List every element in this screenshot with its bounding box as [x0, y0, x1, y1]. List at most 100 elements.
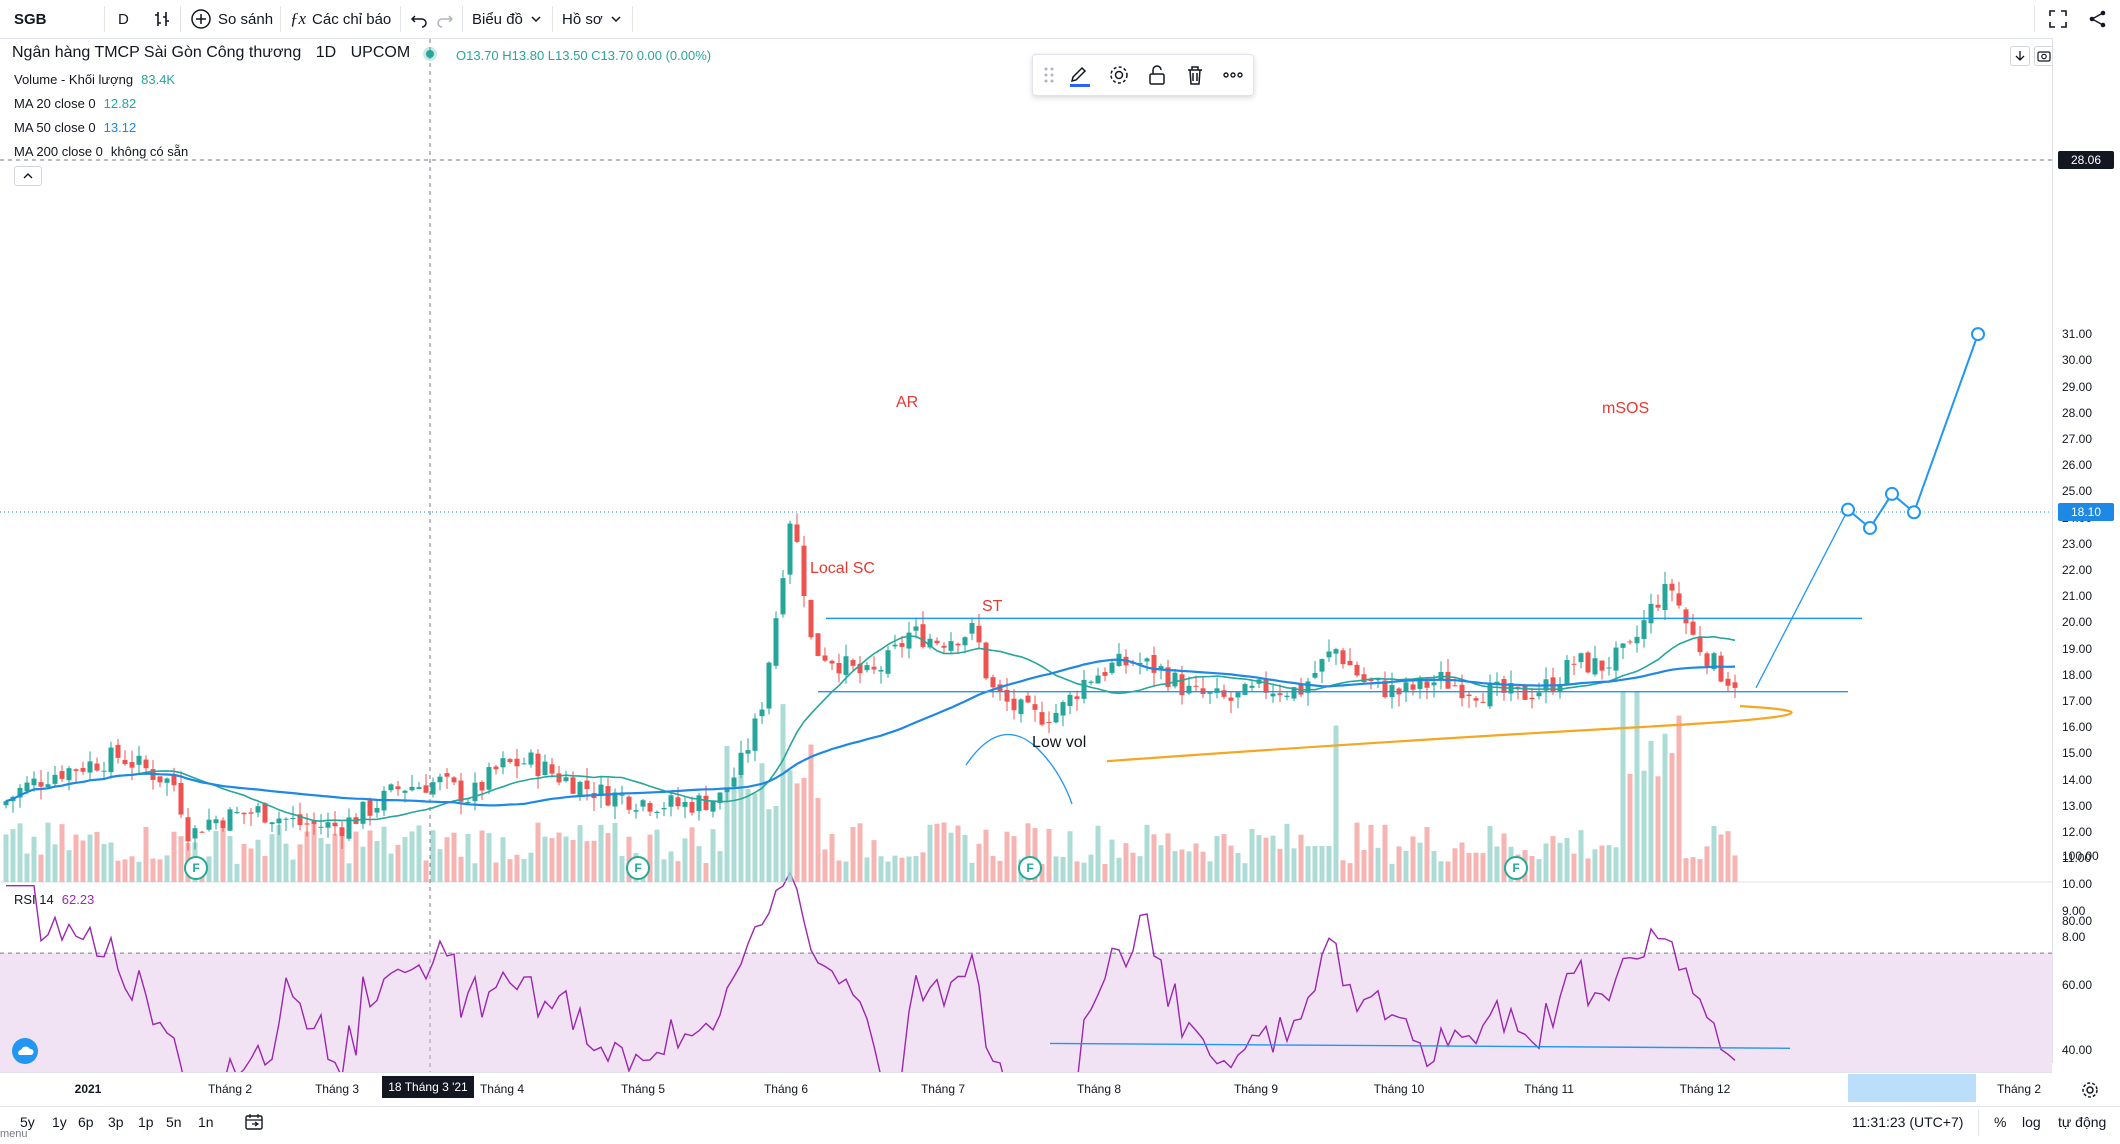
range-6m[interactable]: 6p [78, 1114, 94, 1130]
candle-body [1613, 647, 1619, 671]
bar-style-icon [155, 12, 169, 26]
volume-bar [283, 843, 289, 882]
volume-bar [521, 859, 527, 882]
candle-body [1501, 678, 1507, 693]
volume-bar [1277, 848, 1283, 882]
candle-body [1032, 704, 1038, 710]
volume-bar [1634, 691, 1640, 882]
volume-bar [752, 793, 758, 882]
time-axis[interactable] [0, 1072, 2052, 1103]
volume-bar [115, 860, 121, 882]
date-range-button[interactable] [244, 1112, 264, 1137]
volume-bar [759, 763, 765, 882]
percent-toggle[interactable]: % [1994, 1114, 2007, 1130]
annotation-local-sc[interactable]: Local SC [810, 560, 875, 577]
event-badge[interactable]: F [184, 856, 208, 880]
unlock-icon[interactable] [1145, 63, 1169, 87]
scroll-to-latest-button[interactable] [2010, 46, 2030, 66]
event-badge[interactable]: F [1504, 856, 1528, 880]
candle-body [234, 812, 240, 814]
drag-handle-icon[interactable] [1037, 63, 1061, 87]
range-1m[interactable]: 1p [138, 1114, 154, 1130]
legend-rsi[interactable]: RSI 14 62.23 [14, 892, 94, 907]
annotation-ar[interactable]: AR [896, 394, 919, 411]
range-3m[interactable]: 3p [108, 1114, 124, 1130]
chart-menu-button[interactable]: Biểu đồ [472, 0, 543, 38]
volume-bar [570, 839, 576, 882]
volume-bar [920, 852, 926, 882]
candle-body [899, 643, 905, 647]
candle-body [255, 806, 261, 813]
projection-line [1755, 509, 1849, 689]
path-projection [1847, 333, 1979, 530]
event-badge[interactable]: F [626, 856, 650, 880]
candle-body [115, 744, 121, 758]
volume-bar [1081, 862, 1087, 882]
price-tick-label: 29.00 [2062, 379, 2093, 394]
candle-body [556, 773, 562, 783]
volume-bar [1123, 843, 1129, 882]
candle-body [297, 814, 303, 826]
interval-button[interactable]: D [118, 0, 129, 38]
share-icon [2089, 10, 2106, 28]
volume-bar [857, 823, 863, 882]
symbol-search[interactable]: SGB [14, 0, 47, 38]
annotation-msos[interactable]: mSOS [1602, 400, 1650, 417]
undo-button[interactable] [410, 0, 428, 38]
annotation-low-vol[interactable]: Low vol [1032, 734, 1087, 751]
more-icon[interactable] [1221, 63, 1245, 87]
candle-body [1522, 685, 1528, 700]
candle-body [416, 787, 422, 789]
candle-body [402, 790, 408, 793]
candle-body [689, 802, 695, 813]
fullscreen-button[interactable] [2048, 0, 2068, 38]
annotation-st[interactable]: ST [982, 598, 1003, 615]
range-5y[interactable]: 5y [20, 1114, 35, 1130]
candle-body [59, 771, 65, 779]
tradingview-logo[interactable] [12, 1038, 38, 1064]
event-badge[interactable]: F [1018, 856, 1042, 880]
range-1y[interactable]: 1y [52, 1114, 67, 1130]
redo-button[interactable] [436, 0, 454, 38]
snapshot-button[interactable] [2034, 46, 2054, 66]
log-toggle[interactable]: log [2022, 1114, 2041, 1130]
volume-bar [1165, 833, 1171, 882]
candle-body [87, 761, 93, 773]
candle-body [1319, 659, 1325, 672]
candle-body [1704, 653, 1710, 668]
volume-bar [1410, 836, 1416, 882]
auto-scale-toggle[interactable]: tự động [2058, 1114, 2107, 1130]
candle-body [1606, 667, 1612, 669]
candle-body [45, 784, 51, 788]
price-axis[interactable] [2052, 38, 2120, 1063]
range-1d[interactable]: 1n [198, 1114, 214, 1130]
volume-bar [206, 856, 212, 882]
compare-button[interactable]: So sánh [190, 0, 273, 38]
legend-volume[interactable]: Volume - Khối lượng 83.4K [14, 72, 175, 87]
volume-bar [906, 856, 912, 882]
share-button[interactable] [2088, 0, 2108, 38]
candle-body [1011, 698, 1017, 711]
drawings [818, 327, 1985, 805]
volume-bar [493, 862, 499, 882]
volume-bar [1557, 842, 1563, 882]
volume-bar [1137, 856, 1143, 882]
range-5d[interactable]: 5n [166, 1114, 182, 1130]
profile-menu-button[interactable]: Hồ sơ [562, 0, 623, 38]
gear-icon[interactable] [1107, 63, 1131, 87]
legend-ma20[interactable]: MA 20 close 0 12.82 [14, 96, 136, 111]
volume-bar [1060, 856, 1066, 882]
trash-icon[interactable] [1183, 63, 1207, 87]
legend-ma200[interactable]: MA 200 close 0 không có sẵn [14, 144, 188, 159]
arrow-down-icon [2015, 51, 2025, 61]
chart-canvas[interactable] [0, 39, 2052, 1072]
volume-bar [486, 833, 492, 882]
collapse-legend-button[interactable] [14, 166, 42, 186]
pencil-icon[interactable] [1067, 63, 1091, 87]
indicators-button[interactable]: ƒx Các chỉ báo [290, 0, 391, 38]
legend-ma50[interactable]: MA 50 close 0 13.12 [14, 120, 136, 135]
axis-settings-button[interactable] [2080, 1080, 2100, 1105]
bar-style-button[interactable] [152, 0, 172, 38]
candle-body [1424, 681, 1430, 688]
candle-body [1578, 653, 1584, 663]
